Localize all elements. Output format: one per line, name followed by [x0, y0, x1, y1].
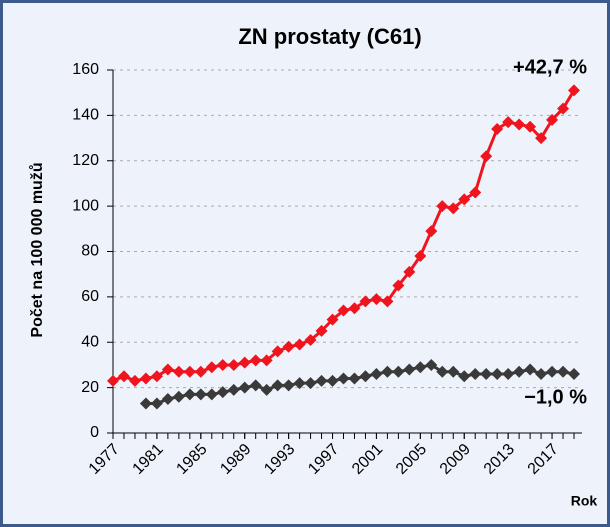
y-tick-label: 160 [72, 61, 99, 78]
data-point [524, 363, 537, 376]
y-tick-label: 20 [81, 379, 99, 396]
data-point [447, 202, 460, 215]
data-point [249, 354, 262, 367]
data-point [359, 370, 372, 383]
data-point [293, 377, 306, 390]
data-point [403, 363, 416, 376]
data-point [491, 368, 504, 381]
data-point [568, 84, 580, 97]
data-point [535, 368, 548, 381]
data-point [172, 390, 185, 403]
data-point [568, 368, 580, 381]
data-point [535, 132, 548, 145]
data-point [370, 368, 383, 381]
data-point [107, 374, 119, 387]
data-point [304, 377, 317, 390]
data-point [227, 358, 240, 371]
data-point [359, 295, 372, 308]
data-point [348, 372, 361, 385]
x-axis-label: Rok [571, 493, 598, 509]
data-point [502, 116, 515, 129]
data-point [260, 354, 273, 367]
data-point [480, 150, 493, 163]
y-tick-label: 100 [72, 197, 99, 214]
data-point [183, 388, 196, 401]
data-point [469, 186, 482, 199]
data-point [326, 374, 339, 387]
y-tick-label: 80 [81, 243, 99, 260]
data-point [183, 365, 196, 378]
data-point [282, 340, 295, 353]
y-tick-label: 140 [72, 107, 99, 124]
data-point [117, 370, 130, 383]
data-point [458, 193, 471, 206]
y-tick-label: 0 [90, 424, 99, 441]
data-point [414, 250, 427, 263]
data-point [194, 365, 207, 378]
data-point [436, 365, 449, 378]
data-point [227, 383, 240, 396]
data-point [392, 279, 405, 292]
data-point [392, 365, 405, 378]
y-tick-label: 60 [81, 288, 99, 305]
data-point [315, 324, 328, 337]
data-point [546, 365, 559, 378]
data-point [348, 302, 361, 315]
data-point [293, 338, 306, 351]
data-point [337, 304, 350, 317]
y-axis-label: Počet na 100 000 mužů [29, 162, 46, 337]
data-point [304, 333, 317, 346]
data-point [557, 365, 570, 378]
data-point [447, 365, 460, 378]
data-point [238, 356, 251, 369]
data-point [381, 365, 394, 378]
data-point [205, 388, 218, 401]
data-point [546, 113, 559, 126]
data-point [425, 225, 438, 238]
data-point [249, 379, 262, 392]
data-point [557, 102, 570, 115]
chart-title: ZN prostaty (C61) [238, 24, 421, 49]
data-point [216, 386, 229, 399]
data-point [370, 293, 383, 306]
data-point [161, 363, 174, 376]
data-point [260, 383, 273, 396]
y-tick-label: 40 [81, 333, 99, 350]
annotation: −1,0 % [524, 386, 587, 408]
data-point [150, 397, 163, 410]
data-point [502, 368, 515, 381]
data-point [139, 372, 152, 385]
data-point [139, 397, 152, 410]
data-point [436, 200, 449, 213]
data-point [414, 361, 427, 374]
data-point [381, 295, 394, 308]
data-point [524, 120, 537, 133]
data-point [337, 372, 350, 385]
data-point [425, 358, 438, 371]
data-point [491, 122, 504, 135]
data-point [458, 370, 471, 383]
y-tick-label: 120 [72, 152, 99, 169]
data-point [238, 381, 251, 394]
data-point [205, 361, 218, 374]
data-point [315, 374, 328, 387]
data-point [271, 345, 284, 358]
annotation: +42,7 % [513, 56, 587, 78]
data-point [282, 379, 295, 392]
data-point [469, 368, 482, 381]
data-point [194, 388, 207, 401]
data-point [161, 392, 174, 405]
data-point [403, 265, 416, 278]
data-point [150, 370, 163, 383]
data-point [513, 118, 526, 131]
data-point [513, 365, 526, 378]
data-point [128, 374, 141, 387]
data-point [271, 379, 284, 392]
data-point [216, 358, 229, 371]
data-point [172, 365, 185, 378]
data-point [480, 368, 493, 381]
data-point [326, 313, 339, 326]
